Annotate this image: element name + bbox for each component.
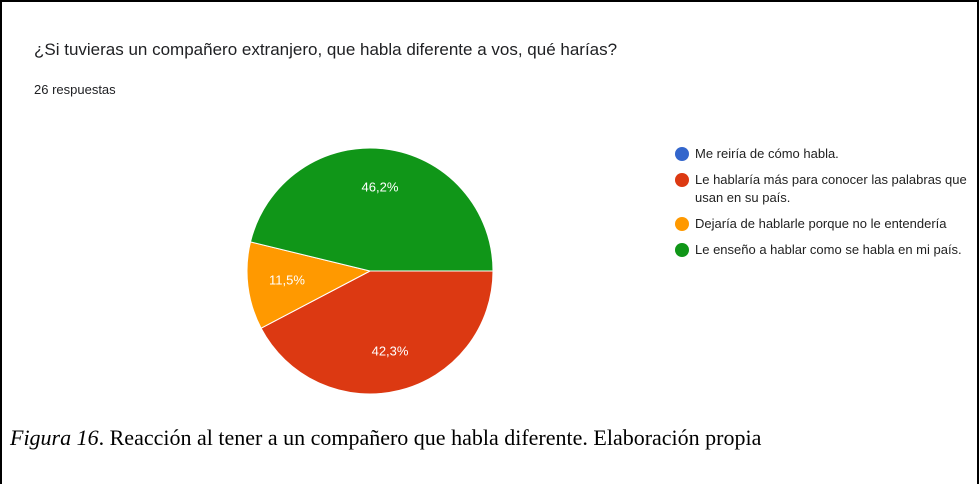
legend-item: Dejaría de hablarle porque no le entende… [675,215,975,233]
slice-label: 11,5% [269,273,305,288]
legend-label: Dejaría de hablarle porque no le entende… [695,216,947,231]
legend: Me reiría de cómo habla. Le hablaría más … [675,145,975,267]
legend-swatch [675,243,689,257]
chart-subtitle: 26 respuestas [34,82,116,97]
caption: Figura 16. Reacción al tener a un compañ… [10,425,890,451]
slice-label: 42,3% [372,344,409,359]
slice-label: 46,2% [362,179,399,194]
legend-label: Le hablaría más para conocer las palabra… [695,172,967,205]
legend-item: Le enseño a hablar como se habla en mi p… [675,241,975,259]
pie-slice [249,147,494,272]
pie-slice [260,270,494,395]
legend-swatch [675,217,689,231]
legend-swatch [675,147,689,161]
figure-label: Figura 16 [10,425,99,450]
pie-slice [246,241,372,329]
legend-label: Le enseño a hablar como se habla en mi p… [695,242,962,257]
legend-item: Me reiría de cómo habla. [675,145,975,163]
caption-text: . Reacción al tener a un compañero que h… [98,425,762,450]
legend-label: Me reiría de cómo habla. [695,146,839,161]
pie-chart: 42,3% 11,5% 46,2% [246,147,494,395]
chart-title: ¿Si tuvieras un compañero extranjero, qu… [34,40,618,59]
legend-swatch [675,173,689,187]
legend-item: Le hablaría más para conocer las palabra… [675,171,975,207]
